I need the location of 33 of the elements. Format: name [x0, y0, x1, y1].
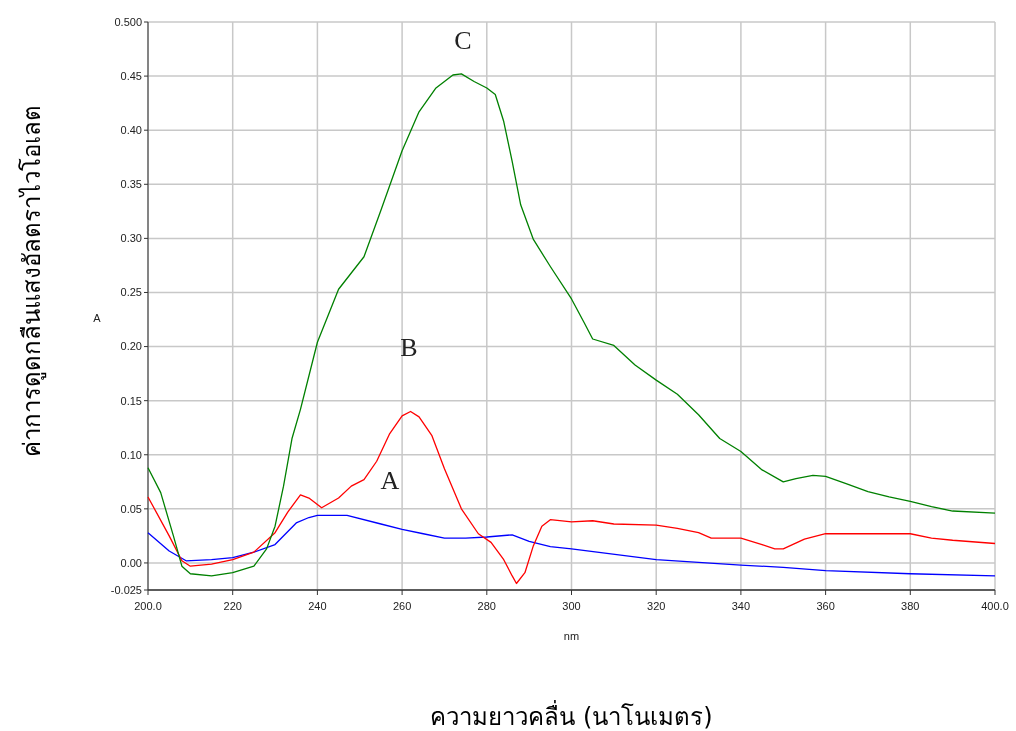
annotation: C	[454, 26, 472, 55]
y-tick-label: 0.20	[120, 340, 142, 353]
y-tick-label: 0.30	[120, 232, 142, 245]
line-series	[147, 514, 996, 577]
x-tick-label: 260	[392, 600, 412, 612]
y-tick-label: 0.40	[120, 124, 142, 137]
y-tick-label: 0.10	[120, 448, 142, 461]
y-tick-label: 0.00	[120, 556, 142, 569]
y-tick-label: 0.25	[120, 286, 142, 299]
text: A	[93, 312, 102, 324]
y-axis-title: ค่าการดูดกลืนแสงอัลตราไวโอเลต	[18, 105, 47, 457]
x-axis-title: ความยาวคลื่น (นาโนเมตร)	[430, 700, 713, 731]
text: nm	[563, 630, 580, 642]
x-tick-label: 380	[901, 600, 920, 612]
y-tick-label: 0.35	[120, 178, 142, 191]
line-series	[147, 73, 996, 577]
y-tick-label: 0.05	[120, 502, 142, 515]
x-tick-label: 300	[562, 600, 581, 612]
line-series	[147, 410, 996, 585]
x-tick-label: 280	[477, 600, 496, 612]
y-tick-label: 0.500	[114, 15, 142, 28]
y-tick-label: -0.025	[110, 583, 142, 596]
x-tick-label: 360	[816, 600, 835, 612]
annotation: A	[380, 466, 400, 495]
y-tick-label: 0.45	[120, 69, 142, 82]
x-tick-label: 200.0	[134, 600, 162, 612]
x-tick-label: 400.0	[981, 600, 1009, 612]
x-tick-label: 240	[308, 600, 327, 612]
y-tick-label: 0.15	[120, 394, 142, 407]
annotation: B	[400, 333, 418, 362]
x-tick-label: 220	[223, 600, 242, 612]
x-tick-label: 340	[731, 600, 751, 612]
x-tick-label: 320	[647, 600, 666, 612]
